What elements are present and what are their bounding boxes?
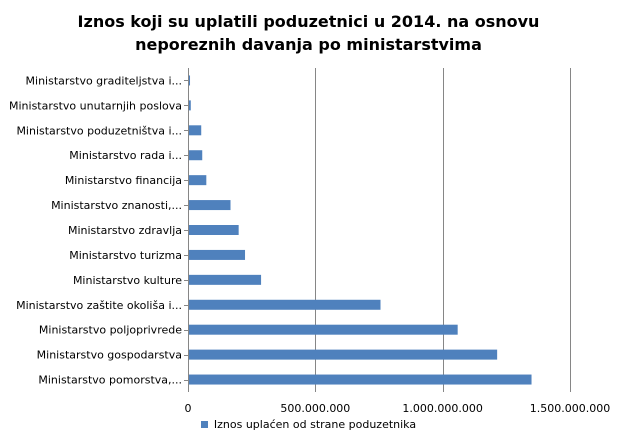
y-category-label: Ministarstvo poljoprivrede [39, 324, 182, 337]
bar [189, 150, 203, 161]
x-tick-label: 500.000.000 [280, 402, 350, 415]
bar [189, 100, 191, 111]
bar [189, 299, 381, 310]
x-tick-label: 1.500.000.000 [530, 402, 610, 415]
y-category-label: Ministarstvo turizma [69, 249, 182, 262]
chart-title-line-2: neporeznih davanja po ministarstvima [135, 35, 482, 54]
chart-title-line-1: Iznos koji su uplatili poduzetnici u 201… [77, 12, 540, 31]
x-tick-label: 0 [185, 402, 192, 415]
bar [189, 274, 262, 285]
y-category-label: Ministarstvo poduzetništva i... [16, 124, 182, 137]
y-category-label: Ministarstvo gospodarstva [37, 349, 182, 362]
y-category-label: Ministarstvo kulture [73, 274, 182, 287]
bar [189, 249, 246, 260]
y-category-label: Ministarstvo znanosti,... [51, 199, 182, 212]
legend-swatch [200, 421, 208, 428]
bar [189, 75, 191, 86]
bar [189, 200, 231, 211]
y-category-label: Ministarstvo financija [65, 174, 182, 187]
y-category-label: Ministarstvo graditeljstva i... [26, 74, 182, 87]
bar [189, 324, 458, 335]
y-category-label: Ministarstvo pomorstva,... [38, 374, 182, 387]
bar [189, 225, 239, 235]
y-category-label: Ministarstvo zaštite okoliša i... [16, 299, 182, 312]
bar [189, 175, 207, 186]
legend-label: Iznos uplaćen od strane poduzetnika [213, 418, 417, 431]
y-category-label: Ministarstvo rada i... [69, 149, 182, 162]
bar [189, 125, 202, 136]
legend: Iznos uplaćen od strane poduzetnika [0, 418, 617, 431]
x-tick-label: 1.000.000.000 [402, 402, 482, 415]
bar [189, 374, 532, 385]
y-category-label: Ministarstvo zdravlja [68, 224, 182, 237]
y-category-label: Ministarstvo unutarnjih poslova [9, 99, 182, 112]
bar [189, 349, 498, 360]
